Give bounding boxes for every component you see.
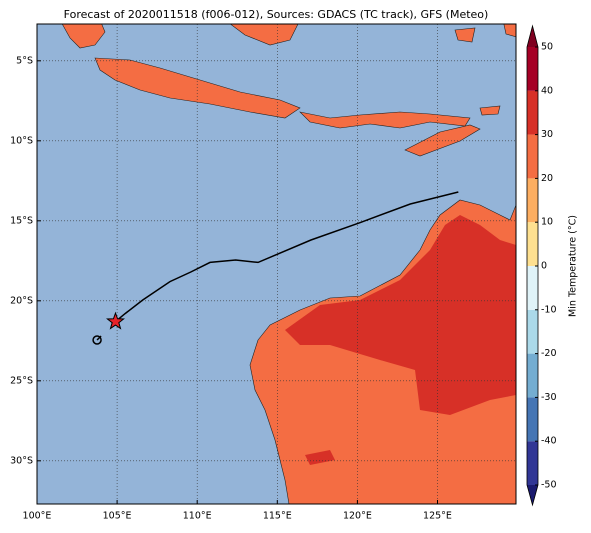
land-island (503, 24, 516, 38)
y-tick-label: 25°S (10, 375, 33, 386)
map-frame (36, 23, 517, 505)
x-tick-label: 100°E (23, 511, 52, 522)
colorbar-band (527, 222, 538, 266)
y-tick-label: 5°S (16, 55, 33, 66)
x-tick-label: 105°E (103, 511, 132, 522)
colorbar-tick-label: 30 (541, 129, 553, 140)
y-tick-label: 20°S (10, 295, 33, 306)
colorbar-tick-label: 40 (541, 85, 553, 96)
x-tick-label: 120°E (343, 511, 372, 522)
colorbar-band (527, 353, 538, 398)
colorbar-band (527, 266, 538, 310)
land-borneo (229, 24, 299, 46)
colorbar-tick-label: 20 (541, 173, 553, 184)
colorbar-band (527, 397, 538, 442)
colorbar-tick-label: 0 (541, 261, 547, 272)
track-start (92, 335, 102, 345)
colorbar-tick-label: -50 (541, 480, 557, 491)
grid (36, 24, 516, 504)
y-tick-label: 15°S (10, 215, 33, 226)
land-sumatra (61, 24, 106, 49)
colorbar-tick-label: -40 (541, 436, 557, 447)
colorbar-over (527, 26, 538, 47)
x-tick-label: 110°E (183, 511, 212, 522)
y-tick-label: 10°S (10, 135, 33, 146)
x-tick-label: 115°E (263, 511, 292, 522)
land (61, 24, 516, 504)
colorbar-band (527, 441, 538, 485)
track-start-tail (96, 335, 102, 341)
colorbar-label: Min Temperature (°C) (568, 215, 579, 317)
colorbar-tick-label: -30 (541, 392, 557, 403)
storm-track (115, 191, 459, 323)
y-tick-label: 30°S (10, 455, 33, 466)
colorbar-band (527, 90, 538, 135)
land-island (454, 27, 476, 43)
colorbar-tick-label: -20 (541, 348, 557, 359)
colorbar-band (527, 47, 538, 91)
colorbar-tick-label: 10 (541, 217, 553, 228)
hot-region (305, 450, 335, 465)
x-tick-label: 125°E (423, 511, 452, 522)
colorbar-tick-label: -10 (541, 304, 557, 315)
current-position (106, 311, 125, 330)
hot-region (285, 215, 516, 415)
colorbar-band (527, 134, 538, 179)
colorbar-tick-label: 50 (541, 42, 553, 53)
colorbar-band (527, 309, 538, 354)
map-title: Forecast of 2020011518 (f006-012), Sourc… (64, 8, 489, 21)
colorbar-band (527, 178, 538, 223)
land-island (479, 105, 501, 116)
colorbar-under (527, 485, 538, 505)
